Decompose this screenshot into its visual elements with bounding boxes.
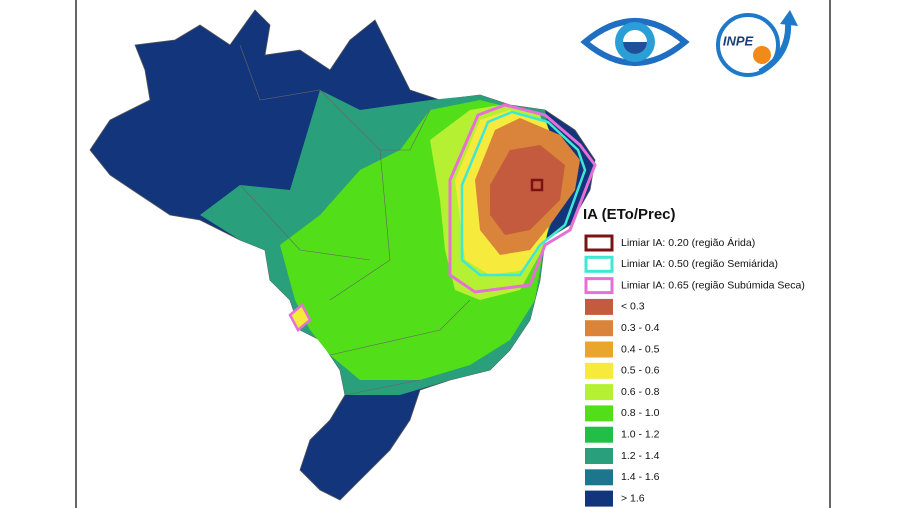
class-label: 0.5 - 0.6: [621, 365, 660, 377]
class-label: 0.6 - 0.8: [621, 386, 660, 398]
class-swatch: [585, 426, 613, 443]
class-swatch: [585, 448, 613, 464]
threshold-label: Limiar IA: 0.50 (região Semiárida): [621, 258, 778, 270]
class-swatch: [585, 362, 613, 379]
threshold-swatch: [584, 234, 614, 252]
state-borders: [239, 44, 431, 151]
legend-title: IA (ETo/Prec): [583, 206, 676, 223]
class-swatch: [585, 341, 613, 358]
map: [89, 9, 597, 501]
class-swatch: [585, 298, 613, 315]
class-label: 0.8 - 1.0: [621, 407, 660, 419]
subumid-outline: [448, 103, 597, 294]
class-label: 0.4 - 0.5: [621, 343, 660, 355]
inpe-text: INPE: [723, 33, 754, 48]
pantanal-outline: [288, 303, 312, 332]
semiarid-outline: [460, 110, 587, 277]
arid-outline: [530, 178, 544, 192]
state-borders-2: [239, 149, 471, 396]
threshold-swatch: [584, 255, 614, 273]
region-red: [490, 145, 565, 235]
threshold-label: Limiar IA: 0.65 (região Subúmida Seca): [621, 279, 805, 291]
threshold-swatch: [584, 277, 614, 295]
logo-cptec: [580, 18, 690, 66]
class-label: 1.0 - 1.2: [621, 428, 660, 440]
class-label: > 1.6: [621, 492, 645, 504]
class-swatch: [585, 320, 613, 337]
class-label: < 0.3: [621, 301, 645, 313]
class-swatch: [585, 469, 613, 486]
class-label: 1.2 - 1.4: [621, 450, 660, 462]
class-label: 1.4 - 1.6: [621, 471, 660, 483]
class-swatch: [585, 490, 613, 507]
class-swatch: [585, 384, 613, 401]
legend: Limiar IA: 0.20 (região Árida) Limiar IA:…: [584, 234, 805, 507]
class-label: 0.3 - 0.4: [621, 322, 660, 334]
logo-inpe: INPE: [716, 10, 798, 77]
threshold-label: Limiar IA: 0.20 (região Árida): [621, 236, 755, 249]
class-swatch: [585, 405, 613, 422]
